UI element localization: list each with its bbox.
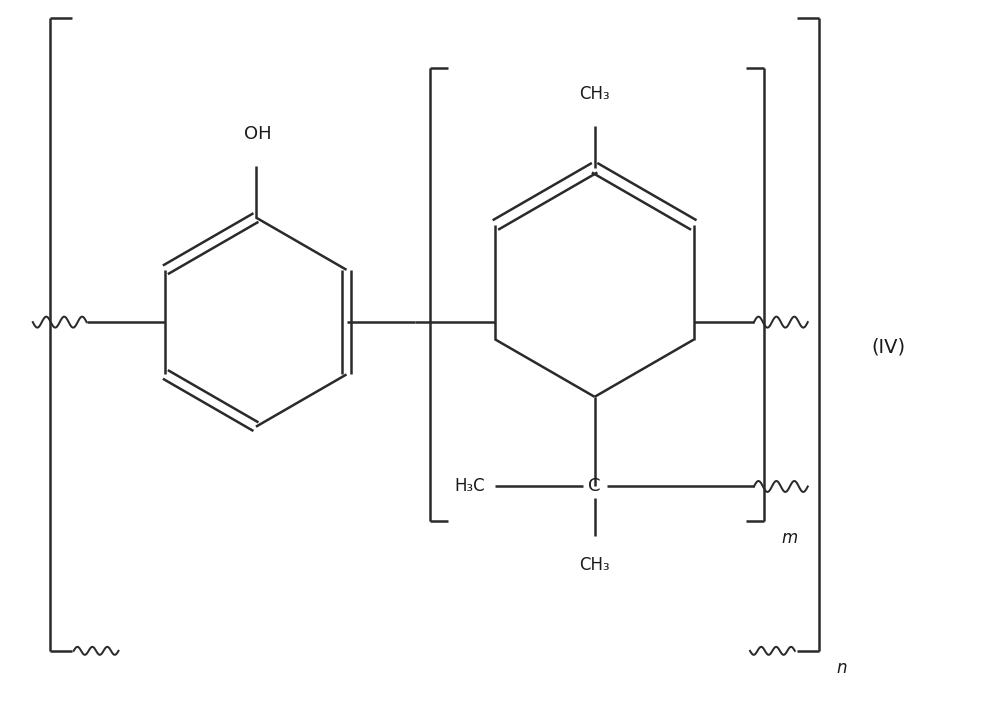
Text: n: n	[837, 659, 847, 677]
Text: (IV): (IV)	[871, 337, 906, 356]
Text: H₃C: H₃C	[454, 477, 485, 496]
Text: OH: OH	[245, 125, 271, 143]
Text: CH₃: CH₃	[579, 85, 610, 103]
Text: CH₃: CH₃	[579, 556, 610, 574]
Text: C: C	[588, 477, 601, 496]
Text: m: m	[782, 530, 798, 547]
